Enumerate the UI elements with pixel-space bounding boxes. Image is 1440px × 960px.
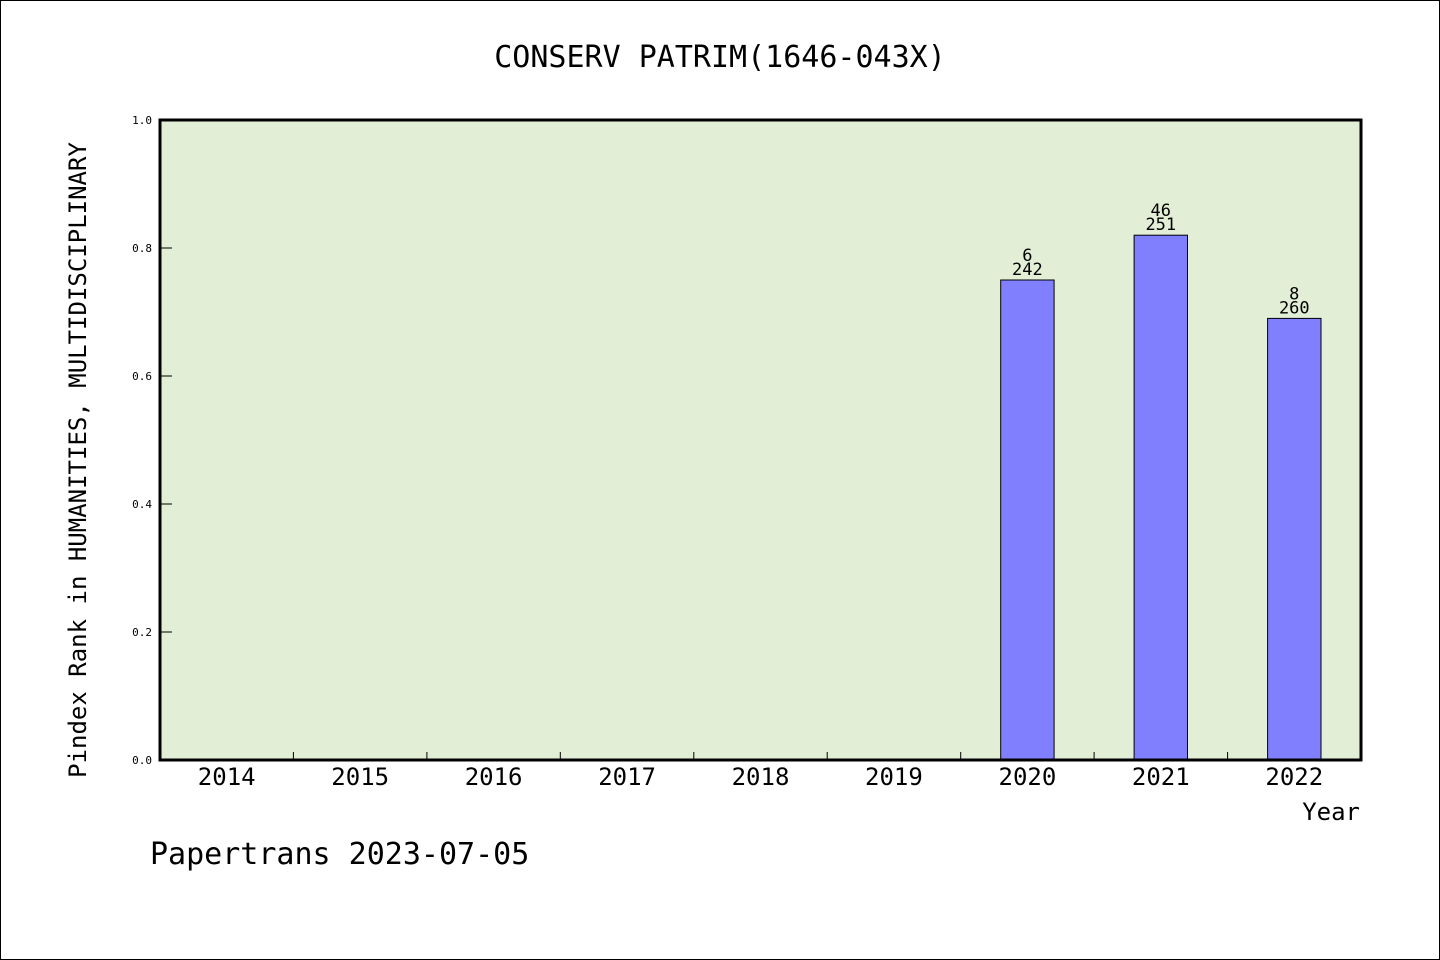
x-tick-label-2014: 2014 <box>198 763 256 791</box>
x-tick-label-2015: 2015 <box>331 763 389 791</box>
bar-total-label-2020: 242 <box>1012 260 1043 280</box>
x-tick-label-2019: 2019 <box>865 763 923 791</box>
chart-title: CONSERV PATRIM(1646-043X) <box>494 40 946 75</box>
footer-text: Papertrans 2023-07-05 <box>150 837 529 872</box>
bar-2021 <box>1133 234 1188 761</box>
bar-2022 <box>1267 317 1322 761</box>
y-tick-label-0.4: 0.4 <box>132 498 152 511</box>
y-axis-label: Pindex Rank in HUMANITIES, MULTIDISCIPLI… <box>64 142 92 778</box>
bar-2020 <box>1000 279 1055 761</box>
y-tick-label-0.8: 0.8 <box>132 242 152 255</box>
bar-rank-label-2021: 46 <box>1151 201 1171 221</box>
bar-rank-label-2022: 8 <box>1289 284 1299 304</box>
x-tick-label-2021: 2021 <box>1132 763 1190 791</box>
bar-total-label-2021: 251 <box>1145 215 1176 235</box>
ticks-layer: 0.0 0.2 0.4 0.6 0.8 1.0 2014 2015 2016 2017 2018 20… <box>132 114 1323 791</box>
x-tick-label-2018: 2018 <box>732 763 790 791</box>
x-tick-label-2020: 2020 <box>999 763 1057 791</box>
y-tick-label-0.0: 0.0 <box>132 754 152 767</box>
x-axis-label: Year <box>1302 798 1360 826</box>
y-tick-label-0.2: 0.2 <box>132 626 152 639</box>
y-tick-label-1.0: 1.0 <box>132 114 152 127</box>
x-tick-label-2022: 2022 <box>1265 763 1323 791</box>
plot-border <box>158 118 1363 762</box>
y-tick-label-0.6: 0.6 <box>132 370 152 383</box>
x-tick-label-2016: 2016 <box>465 763 523 791</box>
bar-rank-label-2020: 6 <box>1022 246 1032 266</box>
x-tick-label-2017: 2017 <box>598 763 656 791</box>
bar-total-label-2022: 260 <box>1279 298 1310 318</box>
